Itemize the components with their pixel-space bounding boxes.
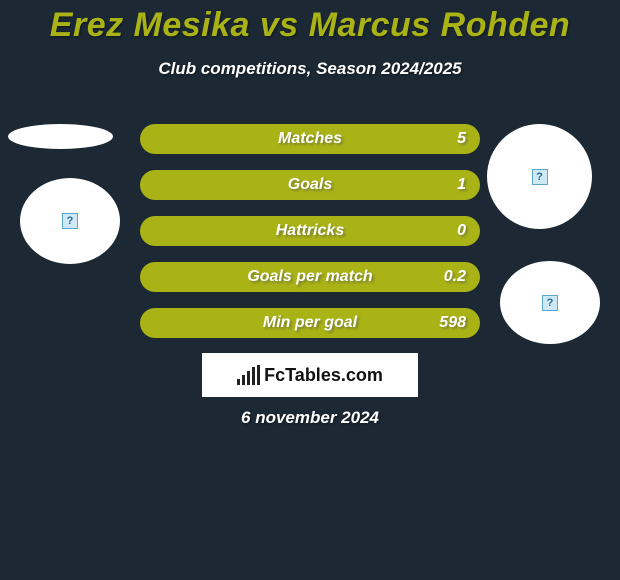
- stat-value: 0.2: [444, 268, 466, 286]
- placeholder-image-icon: ?: [62, 213, 78, 229]
- stat-label: Min per goal: [263, 314, 357, 332]
- logo-bars-icon: [237, 365, 260, 385]
- placeholder-image-icon: ?: [532, 169, 548, 185]
- publish-date: 6 november 2024: [0, 408, 620, 428]
- stat-value: 598: [439, 314, 466, 332]
- stat-bar-min-per-goal: Min per goal 598: [140, 308, 480, 338]
- page-title: Erez Mesika vs Marcus Rohden: [0, 0, 620, 45]
- stat-value: 0: [457, 222, 466, 240]
- stat-bar-matches: Matches 5: [140, 124, 480, 154]
- player-photo-ellipse: [8, 124, 113, 149]
- player-photo-ellipse: ?: [487, 124, 592, 229]
- stat-bar-hattricks: Hattricks 0: [140, 216, 480, 246]
- stat-label: Matches: [278, 130, 342, 148]
- stat-label: Hattricks: [276, 222, 344, 240]
- stat-value: 5: [457, 130, 466, 148]
- stat-value: 1: [457, 176, 466, 194]
- stat-label: Goals: [288, 176, 332, 194]
- subtitle: Club competitions, Season 2024/2025: [0, 59, 620, 79]
- player-photo-ellipse: ?: [500, 261, 600, 344]
- logo-text: FcTables.com: [264, 365, 383, 386]
- fctables-logo: FcTables.com: [202, 353, 418, 397]
- logo-inner: FcTables.com: [237, 365, 383, 386]
- placeholder-image-icon: ?: [542, 295, 558, 311]
- stat-bar-goals-per-match: Goals per match 0.2: [140, 262, 480, 292]
- player-photo-ellipse: ?: [20, 178, 120, 264]
- stat-bar-goals: Goals 1: [140, 170, 480, 200]
- stats-container: Matches 5 Goals 1 Hattricks 0 Goals per …: [140, 124, 480, 354]
- stat-label: Goals per match: [247, 268, 372, 286]
